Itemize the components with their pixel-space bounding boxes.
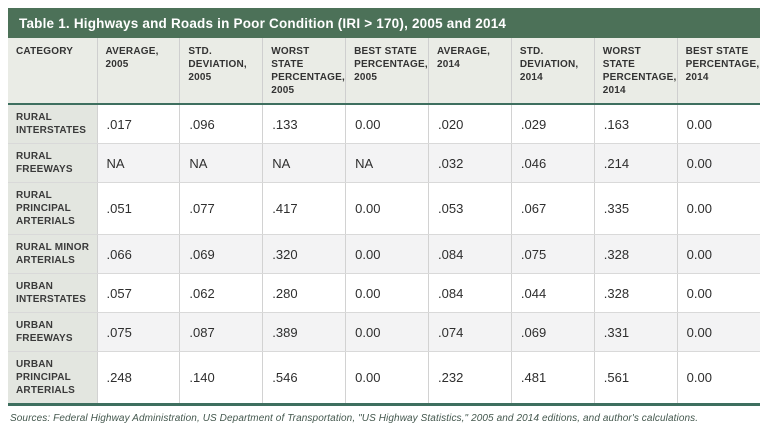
value-cell: .214 (594, 143, 678, 183)
value-cell: .417 (262, 182, 347, 235)
value-cell: .163 (594, 104, 678, 144)
value-cell: 0.00 (677, 182, 760, 235)
value-cell: .389 (262, 312, 347, 352)
column-header-category: CATEGORY (8, 38, 98, 105)
table-row: URBAN INTERSTATES .057 .062 .280 0.00 .0… (8, 273, 760, 313)
value-cell: .331 (594, 312, 678, 352)
value-cell: 0.00 (345, 234, 429, 274)
column-header-best-state-2005: BEST STATE PERCENTAGE, 2005 (345, 38, 429, 105)
value-cell: .140 (179, 351, 264, 405)
value-cell: .057 (97, 273, 181, 313)
value-cell: .069 (179, 234, 264, 274)
value-cell: .017 (97, 104, 181, 144)
source-note: Sources: Federal Highway Administration,… (10, 413, 699, 424)
value-cell: .133 (262, 104, 347, 144)
value-cell: .051 (97, 182, 181, 235)
value-cell: .084 (428, 234, 512, 274)
value-cell: 0.00 (677, 104, 760, 144)
value-cell: .280 (262, 273, 347, 313)
value-cell: 0.00 (677, 312, 760, 352)
column-header-worst-state-2005: WORST STATE PERCENTAGE, 2005 (262, 38, 347, 105)
column-header-average-2014: AVERAGE, 2014 (428, 38, 512, 105)
value-cell: 0.00 (345, 351, 429, 405)
value-cell: .232 (428, 351, 512, 405)
table-row: RURAL PRINCIPAL ARTERIALS .051 .077 .417… (8, 182, 760, 235)
value-cell: .328 (594, 234, 678, 274)
table-row: RURAL MINOR ARTERIALS .066 .069 .320 0.0… (8, 234, 760, 274)
value-cell: .561 (594, 351, 678, 405)
category-cell: URBAN INTERSTATES (8, 273, 98, 313)
column-header-worst-state-2014: WORST STATE PERCENTAGE, 2014 (594, 38, 678, 105)
value-cell: 0.00 (345, 104, 429, 144)
value-cell: .077 (179, 182, 264, 235)
value-cell: .020 (428, 104, 512, 144)
value-cell: 0.00 (345, 182, 429, 235)
value-cell: .087 (179, 312, 264, 352)
value-cell: NA (97, 143, 181, 183)
value-cell: .062 (179, 273, 264, 313)
value-cell: .069 (511, 312, 595, 352)
category-cell: RURAL INTERSTATES (8, 104, 98, 144)
value-cell: NA (262, 143, 347, 183)
value-cell: .046 (511, 143, 595, 183)
table-row: RURAL FREEWAYS NA NA NA NA .032 .046 .21… (8, 143, 760, 183)
value-cell: 0.00 (677, 234, 760, 274)
value-cell: .096 (179, 104, 264, 144)
column-header-best-state-2014: BEST STATE PERCENTAGE, 2014 (677, 38, 760, 105)
value-cell: .335 (594, 182, 678, 235)
value-cell: .075 (97, 312, 181, 352)
value-cell: .044 (511, 273, 595, 313)
value-cell: .481 (511, 351, 595, 405)
value-cell: .029 (511, 104, 595, 144)
value-cell: .248 (97, 351, 181, 405)
value-cell: .053 (428, 182, 512, 235)
table-row: URBAN PRINCIPAL ARTERIALS .248 .140 .546… (8, 351, 760, 405)
table-row: RURAL INTERSTATES .017 .096 .133 0.00 .0… (8, 104, 760, 144)
value-cell: 0.00 (677, 273, 760, 313)
value-cell: 0.00 (345, 312, 429, 352)
value-cell: .328 (594, 273, 678, 313)
category-cell: URBAN FREEWAYS (8, 312, 98, 352)
value-cell: .066 (97, 234, 181, 274)
value-cell: .084 (428, 273, 512, 313)
value-cell: .032 (428, 143, 512, 183)
value-cell: .075 (511, 234, 595, 274)
value-cell: .067 (511, 182, 595, 235)
category-cell: RURAL MINOR ARTERIALS (8, 234, 98, 274)
category-cell: RURAL PRINCIPAL ARTERIALS (8, 182, 98, 235)
value-cell: .074 (428, 312, 512, 352)
value-cell: NA (179, 143, 264, 183)
table-row: URBAN FREEWAYS .075 .087 .389 0.00 .074 … (8, 312, 760, 352)
value-cell: 0.00 (677, 143, 760, 183)
value-cell: 0.00 (677, 351, 760, 405)
category-cell: URBAN PRINCIPAL ARTERIALS (8, 351, 98, 405)
column-header-average-2005: AVERAGE, 2005 (97, 38, 181, 105)
value-cell: .320 (262, 234, 347, 274)
data-table: CATEGORY AVERAGE, 2005 STD. DEVIATION, 2… (8, 38, 760, 406)
value-cell: 0.00 (345, 273, 429, 313)
value-cell: .546 (262, 351, 347, 405)
column-header-std-deviation-2005: STD. DEVIATION, 2005 (179, 38, 264, 105)
header-row: CATEGORY AVERAGE, 2005 STD. DEVIATION, 2… (8, 38, 760, 105)
value-cell: NA (345, 143, 429, 183)
column-header-std-deviation-2014: STD. DEVIATION, 2014 (511, 38, 595, 105)
table-title: Table 1. Highways and Roads in Poor Cond… (8, 8, 760, 38)
category-cell: RURAL FREEWAYS (8, 143, 98, 183)
